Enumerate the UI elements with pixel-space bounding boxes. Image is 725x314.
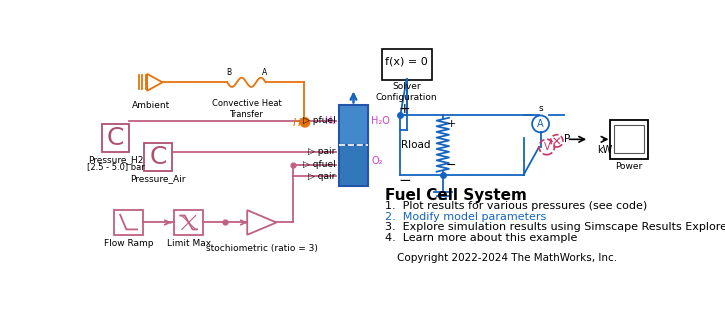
Text: +: +	[399, 101, 410, 116]
Text: A: A	[262, 68, 267, 78]
Text: A: A	[537, 119, 544, 129]
Text: B: B	[226, 68, 231, 78]
Text: H₂: H₂	[325, 116, 336, 126]
Text: kW: kW	[597, 145, 612, 155]
Text: C: C	[107, 126, 124, 150]
Text: O₂: O₂	[371, 156, 383, 166]
Text: ▷ qfuel: ▷ qfuel	[303, 160, 336, 169]
Text: Solver
Configuration: Solver Configuration	[376, 82, 437, 102]
Text: ▷ pfuel: ▷ pfuel	[303, 116, 336, 125]
Text: 3.  Explore simulation results using Simscape Results Explorer: 3. Explore simulation results using Sims…	[385, 223, 725, 232]
Text: H: H	[293, 118, 302, 128]
Text: Flow Ramp: Flow Ramp	[104, 239, 154, 248]
Text: −: −	[446, 159, 457, 172]
Text: s: s	[538, 104, 543, 113]
Text: 2.  Modify model parameters: 2. Modify model parameters	[385, 212, 546, 222]
FancyBboxPatch shape	[339, 145, 368, 186]
Text: Copyright 2022-2024 The MathWorks, Inc.: Copyright 2022-2024 The MathWorks, Inc.	[397, 253, 617, 263]
Text: Limit Max: Limit Max	[167, 239, 211, 248]
Text: C: C	[149, 145, 167, 169]
Text: Pressure_H2: Pressure_H2	[88, 155, 144, 164]
Text: +: +	[447, 119, 456, 129]
Text: V: V	[544, 142, 550, 152]
Text: ▷ qair: ▷ qair	[308, 172, 336, 181]
Text: stochiometric (ratio = 3): stochiometric (ratio = 3)	[206, 244, 318, 253]
Circle shape	[300, 118, 310, 127]
Text: Fuel Cell System: Fuel Cell System	[385, 188, 527, 203]
Text: Rload: Rload	[401, 140, 431, 150]
Text: H₂O: H₂O	[371, 116, 390, 126]
Text: Pressure_Air: Pressure_Air	[130, 174, 186, 183]
Text: 4.  Learn more about this example: 4. Learn more about this example	[385, 233, 577, 243]
Text: ▷ pair: ▷ pair	[308, 147, 336, 156]
Text: Convective Heat
Transfer: Convective Heat Transfer	[212, 99, 281, 119]
FancyBboxPatch shape	[339, 106, 368, 145]
Text: Ambient: Ambient	[132, 101, 170, 110]
Text: f(x) = 0: f(x) = 0	[385, 57, 428, 67]
FancyBboxPatch shape	[615, 126, 644, 153]
Text: [2.5 - 5.0] bar: [2.5 - 5.0] bar	[87, 162, 144, 171]
Text: −: −	[398, 173, 410, 188]
Text: P: P	[563, 134, 570, 144]
Text: 1.  Plot results for various pressures (see code): 1. Plot results for various pressures (s…	[385, 201, 647, 211]
Text: Power: Power	[616, 162, 643, 171]
